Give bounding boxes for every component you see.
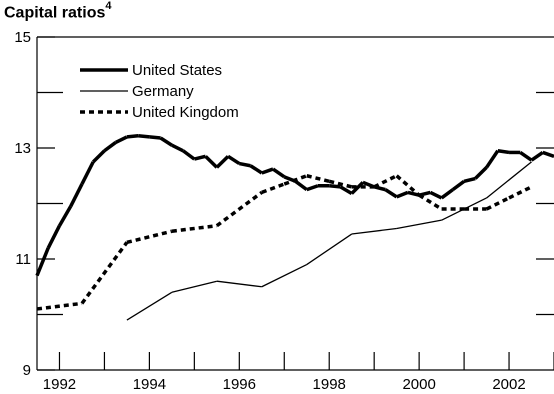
legend-label-2: United Kingdom — [132, 104, 239, 121]
series-segment — [474, 166, 488, 180]
series-segment — [46, 224, 62, 249]
x-tick-label-1994: 1994 — [133, 376, 166, 393]
x-tick-label-1998: 1998 — [313, 376, 346, 393]
series-segment — [272, 167, 286, 179]
series-segment — [35, 247, 50, 277]
series-segment — [216, 280, 262, 288]
series-segment — [57, 205, 73, 227]
chart-title: Capital ratios4 — [4, 0, 112, 22]
y-tick-label-9: 9 — [23, 362, 31, 379]
series-segment — [69, 183, 84, 208]
series-segment — [103, 141, 117, 153]
series-segment — [294, 179, 308, 192]
series-segment — [249, 164, 263, 175]
legend-label-1: Germany — [132, 83, 194, 100]
series-segment — [80, 161, 95, 185]
series-segment — [193, 154, 207, 161]
series-segment — [126, 134, 139, 139]
series-segment — [350, 181, 365, 195]
series-segment — [440, 188, 454, 200]
series-segment — [542, 150, 554, 158]
series-segment — [339, 185, 353, 196]
series-segment — [463, 176, 476, 183]
series-segment — [530, 151, 544, 162]
series-segment — [329, 183, 341, 189]
legend: United States Germany United Kingdom — [80, 62, 239, 121]
y-tick-label-11: 11 — [15, 251, 31, 268]
series-segment — [306, 174, 330, 183]
series-segment — [137, 134, 150, 139]
series-segment — [215, 190, 263, 228]
series-segment — [373, 174, 398, 189]
series-united-kingdom — [36, 174, 533, 311]
series-segment — [328, 179, 353, 189]
series-segment — [418, 193, 443, 211]
x-tick-label-1992: 1992 — [43, 376, 76, 393]
series-segment — [114, 135, 128, 145]
series-segment — [171, 143, 184, 153]
series-segment — [497, 149, 510, 155]
series-segment — [215, 155, 230, 169]
series-segment — [80, 241, 129, 305]
series-segment — [261, 167, 274, 175]
series-segment — [485, 149, 500, 169]
tick-marks — [37, 36, 554, 371]
series-segment — [485, 196, 510, 211]
chart-title-footnote: 4 — [105, 0, 112, 12]
series-segment — [149, 135, 161, 140]
x-tick-label-2000: 2000 — [402, 376, 435, 393]
series-segment — [171, 223, 218, 233]
series-segment — [508, 185, 533, 200]
legend-label-0: United States — [132, 62, 222, 79]
series-segment — [126, 291, 173, 321]
series-segment — [261, 182, 285, 195]
series-segment — [283, 174, 308, 186]
series-segment — [261, 263, 308, 288]
series-segment — [351, 227, 397, 235]
series-segment — [429, 190, 443, 200]
series-segment — [396, 190, 409, 199]
chart-title-text: Capital ratios — [4, 4, 106, 22]
series-segment — [238, 161, 251, 168]
series-segment — [519, 151, 533, 162]
series-segment — [91, 149, 106, 164]
series-segment — [384, 188, 398, 199]
series-segment — [227, 154, 241, 166]
series-segment — [171, 280, 217, 293]
series-segment — [204, 155, 219, 169]
series-segment — [159, 136, 173, 147]
series-lines — [35, 134, 554, 321]
series-segment — [451, 179, 466, 192]
x-tick-label-1996: 1996 — [223, 376, 256, 393]
series-segment — [36, 301, 83, 311]
series-united-states — [35, 134, 554, 277]
y-tick-label-15: 15 — [14, 29, 31, 46]
y-tick-labels: 9 11 13 15 — [14, 29, 31, 379]
series-segment — [395, 174, 421, 197]
x-tick-labels: 1992 1994 1996 1998 2000 2002 — [43, 376, 526, 393]
series-segment — [396, 219, 442, 230]
series-segment — [126, 229, 173, 245]
series-segment — [182, 149, 196, 161]
x-tick-label-2002: 2002 — [492, 376, 525, 393]
series-segment — [486, 161, 532, 199]
series-germany — [126, 161, 532, 321]
series-segment — [306, 184, 319, 192]
series-segment — [306, 233, 353, 266]
y-tick-label-13: 13 — [14, 140, 31, 157]
